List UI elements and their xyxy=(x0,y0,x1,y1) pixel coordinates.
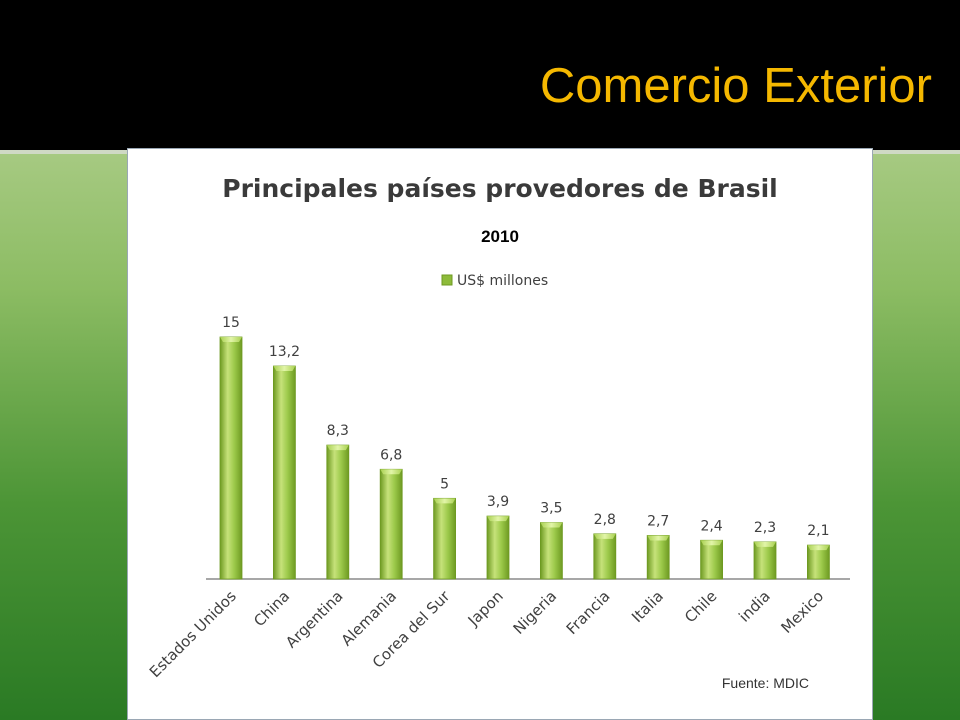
tick-label: Nigeria xyxy=(510,587,561,638)
tick-label: Italia xyxy=(628,587,667,626)
data-label: 2,8 xyxy=(594,512,616,528)
data-label: 2,7 xyxy=(647,513,669,529)
bar-cap xyxy=(220,337,242,342)
bar-cap xyxy=(754,541,776,547)
data-label: 5 xyxy=(440,476,449,492)
bar-italia xyxy=(646,535,670,580)
bar-mexico xyxy=(807,544,830,580)
bar-cap xyxy=(433,498,456,504)
chart-subtitle: 2010 xyxy=(481,227,519,246)
source-note: Fuente: MDIC xyxy=(721,675,809,691)
tick-label: Mexico xyxy=(777,587,827,637)
bar-argentina xyxy=(326,444,350,580)
tick-label: Francia xyxy=(563,587,614,638)
tick-label: Estados Unidos xyxy=(146,587,240,681)
chart-panel: Principales países provedores de Brasil … xyxy=(127,148,873,720)
data-label: 8,3 xyxy=(327,423,349,439)
bar-cap xyxy=(540,522,563,528)
tick-label: Japon xyxy=(464,587,507,630)
bar-cap xyxy=(273,366,296,372)
bar-cap xyxy=(700,540,723,546)
slide-header xyxy=(0,0,960,150)
bar-japon xyxy=(486,515,510,580)
bar-cap xyxy=(807,545,830,551)
bar-cap xyxy=(326,445,349,451)
data-label: 3,9 xyxy=(487,494,509,510)
tick-label: Argentina xyxy=(282,587,346,651)
tick-label: india xyxy=(735,587,774,626)
tick-label: Chile xyxy=(681,587,720,626)
bars-group: 15 Estados Unidos 13,2 China 8,3 Argentina 6,8… xyxy=(146,315,830,681)
bar-alemania xyxy=(379,468,403,580)
legend-label: US$ millones xyxy=(457,273,548,289)
tick-label: China xyxy=(250,587,293,630)
data-label: 3,5 xyxy=(540,501,562,517)
data-label: 2,4 xyxy=(700,518,722,534)
bar-cap xyxy=(593,533,616,539)
chart-title: Principales países provedores de Brasil xyxy=(222,174,777,203)
bar-cap xyxy=(647,535,670,541)
bar-cap xyxy=(380,469,403,475)
data-label: 6,8 xyxy=(380,447,402,463)
bar-nigeria xyxy=(539,522,563,580)
bar-cap xyxy=(487,516,509,522)
bar-chart: Principales países provedores de Brasil … xyxy=(146,174,850,681)
data-label: 13,2 xyxy=(269,344,300,360)
bar-china xyxy=(272,365,296,580)
data-label: 15 xyxy=(222,315,240,331)
bar-corea-del-sur xyxy=(433,497,457,580)
bar-francia xyxy=(593,533,617,580)
data-label: 2,1 xyxy=(807,523,829,539)
data-label: 2,3 xyxy=(754,520,776,536)
bar-india xyxy=(753,541,777,580)
bar-estados-unidos xyxy=(219,336,243,580)
legend-swatch xyxy=(441,274,453,286)
bar-chile xyxy=(700,539,723,580)
slide-title: Comercio Exterior xyxy=(539,59,932,113)
